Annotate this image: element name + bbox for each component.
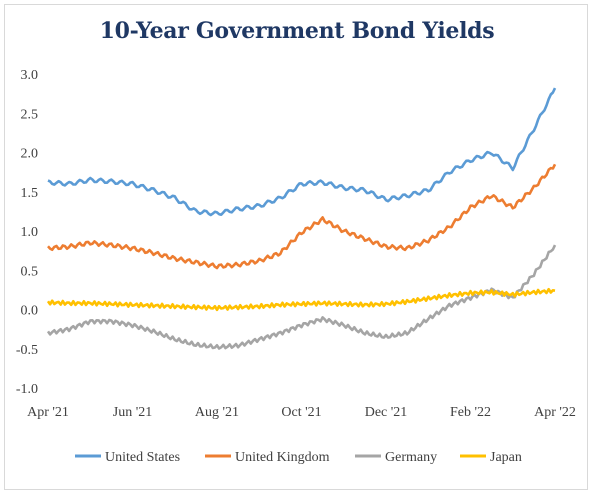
y-tick-label: -0.5 xyxy=(16,343,38,358)
y-tick-label: 0.0 xyxy=(21,304,39,319)
y-tick-label: 1.5 xyxy=(21,186,39,201)
y-tick-label: 0.5 xyxy=(21,264,39,279)
y-tick-label: 3.0 xyxy=(21,68,39,83)
legend-label: United Kingdom xyxy=(235,450,330,465)
legend-label: Japan xyxy=(490,450,522,465)
x-tick-label: Apr '22 xyxy=(534,405,576,420)
legend-label: Germany xyxy=(385,450,437,465)
legend-label: United States xyxy=(105,450,180,465)
x-axis-ticks: Apr '21 Jun '21 Aug '21 Oct '21 Dec '21 Feb '… xyxy=(27,405,576,420)
series-line-germany xyxy=(46,244,557,350)
y-tick-label: 1.0 xyxy=(21,225,39,240)
series-line-united-states xyxy=(47,87,557,217)
series-line-japan xyxy=(46,287,556,312)
chart-frame xyxy=(4,4,588,490)
y-tick-label: 2.0 xyxy=(21,147,39,162)
legend: United States United Kingdom Germany Japan xyxy=(75,450,522,465)
y-axis-ticks: 3.0 2.5 2.0 1.5 1.0 0.5 0.0 -0.5 -1.0 xyxy=(16,68,38,397)
x-tick-label: Feb '22 xyxy=(450,405,491,420)
x-tick-label: Aug '21 xyxy=(195,405,239,420)
chart-title: 10-Year Government Bond Yields xyxy=(99,18,495,44)
x-tick-label: Dec '21 xyxy=(365,405,408,420)
series-lines xyxy=(46,87,557,350)
y-tick-label: -1.0 xyxy=(16,382,38,397)
series-line-united-kingdom xyxy=(47,163,557,270)
x-tick-label: Oct '21 xyxy=(281,405,321,420)
x-tick-label: Apr '21 xyxy=(27,405,69,420)
x-tick-label: Jun '21 xyxy=(113,405,152,420)
y-tick-label: 2.5 xyxy=(21,107,39,122)
